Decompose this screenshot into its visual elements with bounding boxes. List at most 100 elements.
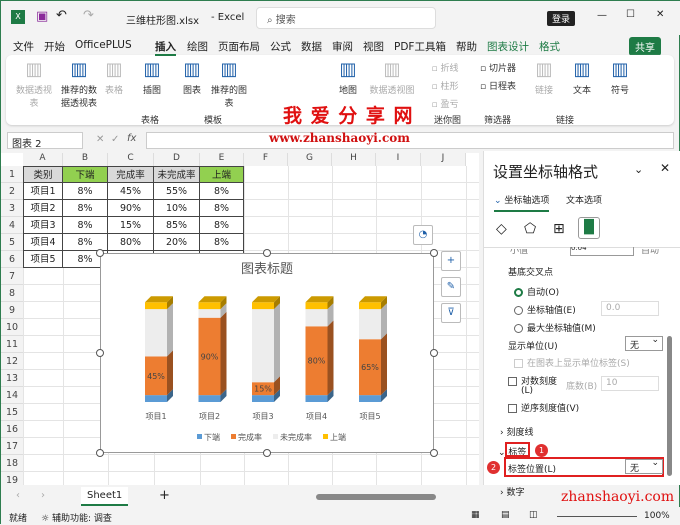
ribbon-14[interactable]: ▥ 文本 (564, 59, 600, 96)
ribbon-5[interactable]: ▥ 推荐的图表 (211, 59, 247, 109)
column-header-E[interactable]: E (200, 153, 244, 166)
tab-2[interactable]: OfficePLUS (75, 39, 132, 51)
column-header-J[interactable]: J (421, 153, 466, 166)
column-header-H[interactable]: H (332, 153, 376, 166)
table-cell[interactable]: 20% (154, 234, 200, 251)
quick-layout-icon[interactable]: ◔ (413, 225, 433, 245)
maximize-button[interactable]: ☐ (626, 9, 635, 20)
row-header-18[interactable]: 18 (1, 455, 23, 472)
tab-4[interactable]: 绘图 (187, 41, 208, 53)
table-cell[interactable]: 55% (154, 183, 200, 200)
row-header-12[interactable]: 12 (1, 353, 23, 370)
table-cell[interactable]: 项目1 (23, 183, 63, 200)
row-header-19[interactable]: 19 (1, 472, 23, 485)
column-header-I[interactable]: I (376, 153, 421, 166)
log-scale-checkbox[interactable]: 对数刻度 (508, 374, 557, 387)
tab-11[interactable]: 帮助 (456, 41, 477, 53)
tab-6[interactable]: 公式 (270, 41, 291, 53)
base-input[interactable]: 10 (601, 376, 659, 391)
tab-9[interactable]: 视图 (363, 41, 384, 53)
row-header-5[interactable]: 5 (1, 234, 23, 251)
header-cell[interactable]: 未完成率 (154, 166, 200, 183)
table-cell[interactable]: 项目4 (23, 234, 63, 251)
ribbon-10[interactable]: ▫ 盈亏 (421, 97, 469, 110)
sheet-tab-sheet1[interactable]: Sheet1 (81, 487, 129, 506)
label-position-dropdown[interactable]: 无 (625, 458, 663, 474)
normal-view-icon[interactable]: ▦ (471, 510, 480, 520)
pane-options-icon[interactable]: ⌄ (634, 163, 644, 176)
resize-handle[interactable] (96, 249, 104, 257)
row-header-4[interactable]: 4 (1, 217, 23, 234)
resize-handle[interactable] (430, 449, 438, 457)
row-header-8[interactable]: 8 (1, 285, 23, 302)
size-properties-icon[interactable]: ⊞ (553, 221, 565, 237)
show-units-checkbox[interactable]: 在图表上显示单位标签(S) (514, 356, 630, 369)
partial-input[interactable]: 0.04 (570, 247, 634, 256)
effects-icon[interactable]: ⬠ (524, 221, 537, 237)
table-cell[interactable]: 项目3 (23, 217, 63, 234)
redo-icon[interactable]: ↷ (83, 8, 94, 23)
table-cell[interactable]: 项目5 (23, 251, 63, 268)
table-cell[interactable]: 8% (200, 217, 244, 234)
tab-1[interactable]: 开始 (44, 41, 65, 53)
chart-filter-button[interactable]: ⊽ (441, 303, 461, 323)
ribbon-12[interactable]: ▫ 日程表 (474, 79, 522, 92)
tab-13[interactable]: 格式 (539, 41, 560, 53)
ribbon-7[interactable]: ▥ 数据透视图 (368, 59, 416, 96)
tab-10[interactable]: PDF工具箱 (394, 41, 446, 53)
resize-handle[interactable] (430, 349, 438, 357)
header-cell[interactable]: 类别 (23, 166, 63, 183)
search-input[interactable]: ⌕ 搜索 (256, 7, 436, 29)
row-header-1[interactable]: 1 (1, 166, 23, 183)
ribbon-2[interactable]: ▥ 表格 (96, 59, 132, 96)
next-sheet-icon[interactable]: › (41, 490, 45, 501)
tab-0[interactable]: 文件 (13, 41, 34, 53)
resize-handle[interactable] (96, 449, 104, 457)
tab-text-options[interactable]: 文本选项 (566, 196, 603, 206)
resize-handle[interactable] (263, 249, 271, 257)
row-header-13[interactable]: 13 (1, 370, 23, 387)
table-cell[interactable]: 8% (63, 234, 108, 251)
ribbon-13[interactable]: ▥ 链接 (526, 59, 562, 96)
radio-max[interactable]: 最大坐标轴值(M) (514, 321, 596, 334)
table-cell[interactable]: 45% (108, 183, 154, 200)
section-labels[interactable]: ⌄ 标签 (498, 448, 527, 458)
header-cell[interactable]: 下端 (63, 166, 108, 183)
tab-5[interactable]: 页面布局 (218, 41, 260, 53)
formula-input[interactable] (146, 132, 674, 149)
table-cell[interactable]: 10% (154, 200, 200, 217)
accessibility-status[interactable]: ☼ 辅助功能: 调查 (41, 514, 112, 524)
chart-styles-button[interactable]: ✎ (441, 277, 461, 297)
tab-8[interactable]: 审阅 (332, 41, 353, 53)
reverse-checkbox[interactable]: 逆序刻度值(V) (508, 401, 579, 414)
row-header-6[interactable]: 6 (1, 251, 23, 268)
page-break-icon[interactable]: ◫ (529, 510, 538, 520)
table-cell[interactable]: 8% (63, 200, 108, 217)
zoom-slider[interactable] (557, 516, 637, 517)
resize-handle[interactable] (263, 449, 271, 457)
name-box[interactable]: 图表 2 (7, 132, 83, 150)
column-header-C[interactable]: C (108, 153, 154, 166)
chart-elements-button[interactable]: + (441, 251, 461, 271)
row-header-2[interactable]: 2 (1, 183, 23, 200)
share-button[interactable]: 共享 (629, 37, 661, 56)
minimize-button[interactable]: — (597, 10, 607, 21)
column-header-F[interactable]: F (244, 153, 288, 166)
radio-axis-value[interactable]: 坐标轴值(E) (514, 303, 576, 316)
section-number[interactable]: › 数字 (500, 488, 525, 498)
table-cell[interactable]: 8% (200, 183, 244, 200)
table-cell[interactable]: 8% (63, 183, 108, 200)
row-header-10[interactable]: 10 (1, 319, 23, 336)
table-cell[interactable]: 8% (200, 234, 244, 251)
ribbon-6[interactable]: ▥ 地图 (330, 59, 366, 96)
column-header-G[interactable]: G (288, 153, 332, 166)
axis-options-icon[interactable]: ▐▌ (578, 217, 600, 239)
fill-line-icon[interactable]: ◇ (496, 221, 507, 237)
row-header-9[interactable]: 9 (1, 302, 23, 319)
horizontal-scrollbar[interactable] (316, 494, 436, 500)
add-sheet-button[interactable]: + (159, 488, 170, 503)
table-cell[interactable]: 15% (108, 217, 154, 234)
table-cell[interactable]: 85% (154, 217, 200, 234)
prev-sheet-icon[interactable]: ‹ (16, 490, 20, 501)
ribbon-15[interactable]: ▥ 符号 (602, 59, 638, 96)
